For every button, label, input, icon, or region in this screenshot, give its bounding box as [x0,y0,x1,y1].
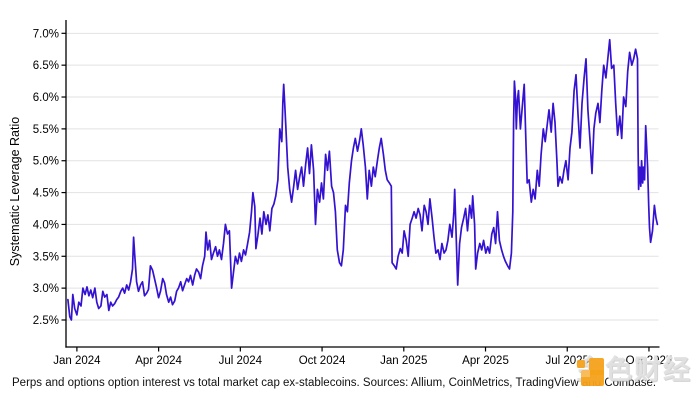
x-tick-label: Oct 2025 [626,355,673,367]
y-axis-ticks: 2.5% 3.0% 3.5% 4.0% 4.5% 5.0% 5.5% 6.0% 6.5% 7.0% [33,28,66,327]
x-tick-label: Jul 2024 [219,355,263,367]
x-tick-label: Oct 2024 [299,355,346,367]
y-tick-label: 5.0% [33,156,59,168]
y-tick-label: 7.0% [33,28,59,40]
y-tick-label: 4.0% [33,219,59,231]
x-tick-label: Jul 2025 [545,355,588,367]
y-tick-label: 3.5% [33,251,59,263]
chart-caption: Perps and options option interest vs tot… [12,377,657,389]
x-tick-label: Jan 2024 [53,355,101,367]
axes [65,20,660,348]
y-tick-label: 5.5% [33,124,59,136]
x-axis-ticks: Jan 2024 Apr 2024 Jul 2024 Oct 2024 Jan 2025… [53,347,672,367]
x-tick-label: Jan 2025 [380,355,427,367]
y-tick-label: 6.5% [33,60,59,72]
x-tick-label: Apr 2024 [135,355,182,367]
x-tick-label: Apr 2025 [462,355,509,367]
y-tick-label: 6.0% [33,92,59,104]
y-tick-label: 4.5% [33,188,59,200]
y-tick-label: 3.0% [33,283,59,295]
series-line [67,38,659,321]
y-tick-label: 2.5% [33,315,59,327]
y-axis-title: Systematic Leverage Ratio [8,117,22,266]
